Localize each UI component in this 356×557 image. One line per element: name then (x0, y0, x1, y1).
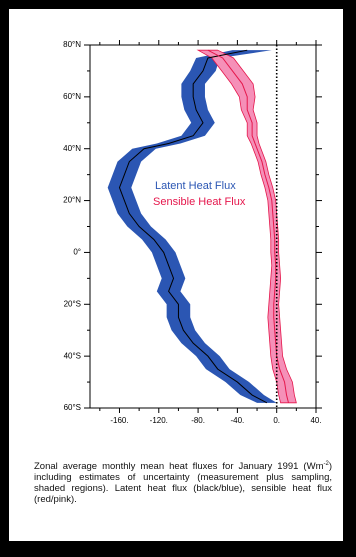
y-tick-label: 20°S (64, 299, 81, 308)
x-tick-label: 40. (310, 416, 321, 425)
caption-sup: -2 (323, 460, 329, 467)
y-tick-label: 20°N (63, 196, 81, 205)
mean-line (207, 49, 289, 403)
chart: Latent Heat Flux Sensible Heat Flux 80°N 60… (63, 40, 322, 425)
caption: Zonal average monthly mean heat fluxes f… (34, 461, 332, 505)
caption-text: Zonal average monthly mean heat fluxes f… (34, 461, 324, 472)
x-tick-label: -80. (191, 416, 205, 425)
y-tick-label: 60°S (64, 403, 81, 412)
y-tick-label: 40°S (64, 351, 81, 360)
mean-line (118, 49, 268, 404)
panel: Latent Heat Flux Sensible Heat Flux 80°N 60… (9, 9, 343, 541)
uncertainty-band (196, 49, 297, 404)
x-tick-label: -40. (230, 416, 244, 425)
legend-entry: Sensible Heat Flux (153, 196, 246, 208)
y-tick-label: 60°N (63, 92, 81, 101)
x-tick-label: -120. (150, 416, 168, 425)
y-tick-label: 0° (73, 248, 81, 257)
caption-text: ) including estimates of uncertainty (me… (34, 461, 332, 505)
uncertainty-band (107, 50, 277, 403)
legend-entry: Latent Heat Flux (155, 180, 236, 192)
y-tick-label: 40°N (63, 144, 81, 153)
x-tick-label: -160. (110, 416, 128, 425)
y-tick-label: 80°N (63, 40, 81, 49)
x-tick-label: 0. (273, 416, 280, 425)
